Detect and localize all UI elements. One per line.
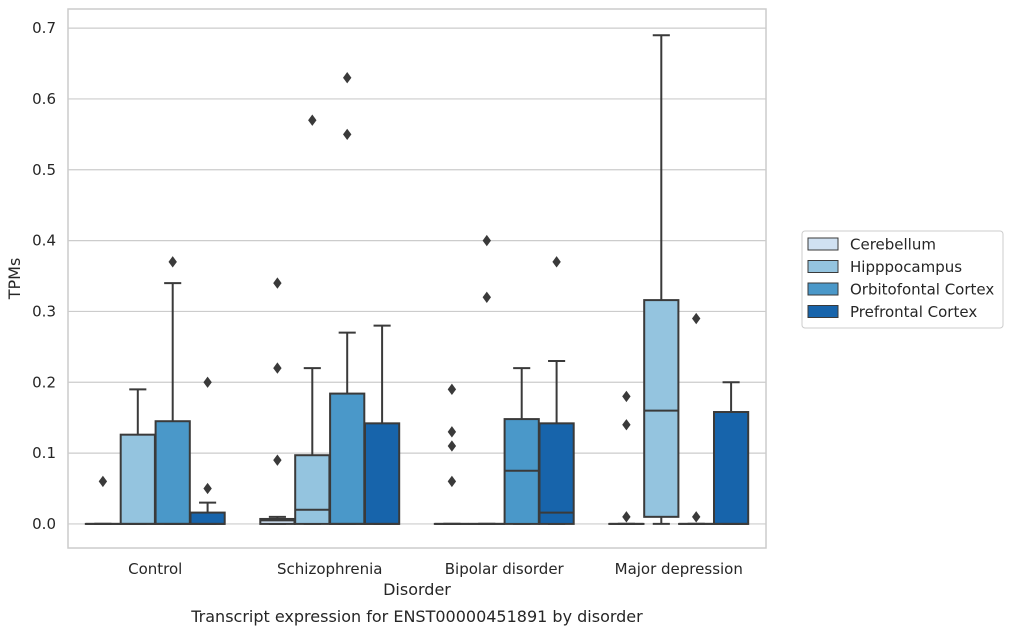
box-body (643, 299, 680, 518)
legend-label: Orbitofontal Cortex (850, 281, 994, 299)
outlier-point (203, 482, 212, 495)
box-body (119, 433, 156, 525)
y-tick-label: 0.1 (32, 444, 56, 462)
y-tick-label: 0.4 (32, 232, 56, 250)
outlier-point (343, 72, 352, 84)
box-cerebellum (433, 383, 471, 525)
box-body (294, 454, 331, 525)
outlier-point (622, 419, 631, 431)
legend-swatch (807, 260, 839, 273)
box-body (329, 392, 366, 525)
box-orbitofontal-cortex (154, 256, 191, 525)
outlier-point (447, 426, 457, 438)
box-body (189, 511, 226, 525)
x-tick-label: Bipolar disorder (445, 560, 565, 578)
x-axis-ticks: Control Schizophrenia Bipolar disorder Majo… (128, 560, 743, 578)
outlier-point (273, 362, 282, 374)
outlier-point (447, 440, 457, 452)
y-tick-label: 0.2 (32, 373, 56, 391)
box-cerebellum (608, 390, 645, 525)
outlier-point (273, 277, 282, 289)
box-body (154, 420, 191, 525)
box-body (712, 411, 750, 525)
box-orbitofontal-cortex (678, 312, 715, 525)
box-body (363, 422, 401, 525)
x-axis-label: Disorder (383, 580, 451, 599)
box-body (538, 422, 575, 525)
y-axis-ticks: 0.0 0.1 0.2 0.3 0.4 0.5 0.6 0.7 (32, 19, 56, 533)
box-orbitofontal-cortex (503, 367, 540, 525)
legend-label: Cerebellum (850, 236, 936, 254)
y-tick-label: 0.5 (32, 161, 56, 179)
legend-swatch (807, 237, 839, 251)
box-prefrontal-cortex (189, 376, 226, 525)
y-tick-label: 0.7 (32, 19, 56, 37)
outlier-point (343, 128, 352, 141)
box-series (84, 34, 750, 525)
x-tick-label: Major depression (615, 560, 743, 578)
box-cerebellum (259, 277, 296, 525)
plot-area-frame (67, 8, 767, 549)
outlier-point (447, 383, 457, 396)
box-hipppocampus (119, 388, 156, 525)
box-hipppocampus (643, 34, 680, 525)
x-tick-label: Schizophrenia (277, 560, 382, 578)
outlier-point (168, 256, 177, 268)
outlier-point (622, 511, 631, 523)
box-hipppocampus (468, 234, 505, 525)
box-orbitofontal-cortex (329, 72, 366, 525)
box-hipppocampus (294, 114, 331, 525)
legend-swatch (807, 305, 839, 318)
y-tick-label: 0.0 (32, 515, 56, 533)
box-prefrontal-cortex (538, 256, 575, 525)
outlier-point (482, 291, 491, 303)
outlier-point (447, 475, 457, 488)
x-tick-label: Control (128, 560, 182, 578)
legend-swatch (807, 282, 839, 296)
outlier-point (692, 312, 701, 325)
y-axis-label: TPMs (5, 258, 24, 301)
legend-frame (801, 230, 1004, 329)
outlier-point (308, 114, 317, 126)
outlier-point (203, 376, 212, 388)
chart-caption: Transcript expression for ENST0000045189… (190, 607, 643, 626)
y-tick-label: 0.6 (32, 90, 56, 108)
outlier-point (552, 256, 561, 268)
legend-label: Prefrontal Cortex (850, 303, 977, 321)
box-prefrontal-cortex (363, 324, 401, 525)
box-prefrontal-cortex (712, 381, 750, 525)
box-cerebellum (84, 475, 122, 525)
outlier-point (692, 511, 701, 523)
outlier-point (273, 454, 282, 466)
outlier-point (482, 234, 491, 247)
outlier-point (622, 390, 631, 403)
legend: Cerebellum Hipppocampus Orbitofontal Corte… (801, 230, 1004, 329)
y-tick-label: 0.3 (32, 302, 56, 320)
outlier-point (98, 475, 108, 488)
legend-label: Hipppocampus (850, 258, 962, 276)
